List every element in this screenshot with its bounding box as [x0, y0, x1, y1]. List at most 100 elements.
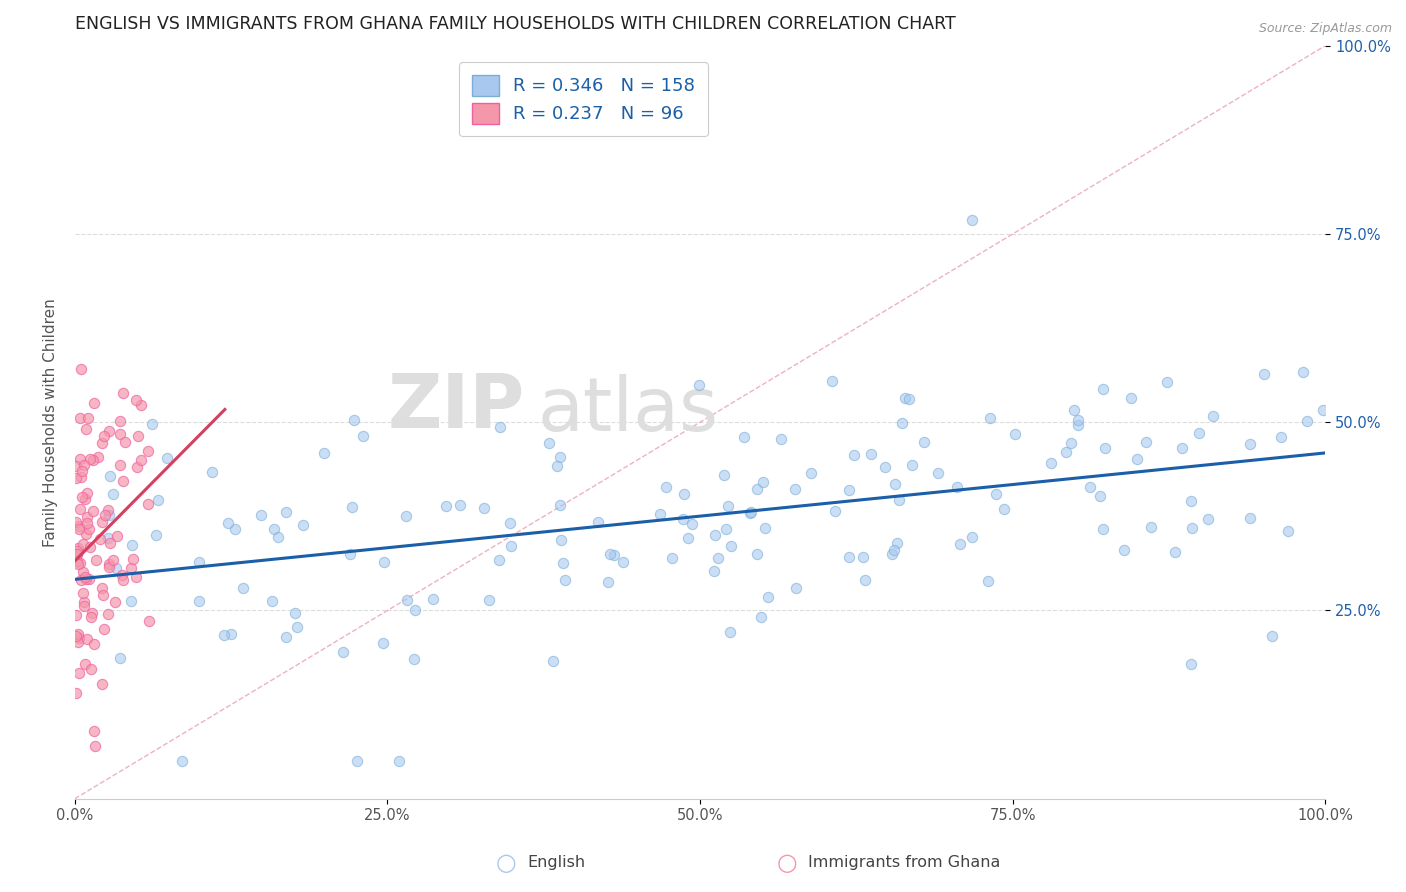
- Point: [67, 518, 90, 533]
- Point: [488, 419, 510, 434]
- Point: [733, 430, 755, 444]
- Point: [824, 504, 846, 518]
- Point: [1202, 409, 1225, 423]
- Point: [882, 547, 904, 561]
- Point: [747, 482, 769, 496]
- Point: [138, 497, 160, 511]
- Point: [129, 399, 152, 413]
- Point: [66, 557, 89, 571]
- Point: [343, 413, 366, 427]
- Point: [371, 636, 394, 650]
- Point: [851, 549, 873, 564]
- Point: [713, 467, 735, 482]
- Point: [979, 411, 1001, 425]
- Point: [599, 547, 621, 561]
- Point: [707, 550, 730, 565]
- Point: [898, 392, 921, 406]
- Point: [740, 506, 762, 520]
- Point: [77, 411, 100, 425]
- Point: [717, 499, 740, 513]
- Point: [596, 575, 619, 590]
- Point: [838, 483, 860, 498]
- Point: [83, 724, 105, 739]
- Point: [1119, 391, 1142, 405]
- Point: [853, 573, 876, 587]
- Point: [91, 677, 114, 691]
- Point: [274, 630, 297, 644]
- Point: [1181, 521, 1204, 535]
- Point: [672, 511, 695, 525]
- Point: [886, 536, 908, 550]
- Point: [1180, 657, 1202, 671]
- Point: [720, 540, 742, 554]
- Point: [72, 536, 94, 550]
- Point: [90, 515, 112, 529]
- Point: [586, 515, 609, 529]
- Point: [1239, 437, 1261, 451]
- Point: [752, 475, 775, 490]
- Point: [960, 530, 983, 544]
- Point: [1163, 545, 1185, 559]
- Point: [1277, 524, 1299, 538]
- Text: Source: ZipAtlas.com: Source: ZipAtlas.com: [1258, 22, 1392, 36]
- Point: [352, 429, 374, 443]
- Point: [120, 561, 142, 575]
- Point: [136, 444, 159, 458]
- Point: [98, 469, 121, 483]
- Point: [75, 572, 97, 586]
- Point: [538, 436, 561, 450]
- Point: [65, 629, 87, 643]
- Point: [91, 588, 114, 602]
- Point: [125, 459, 148, 474]
- Point: [1054, 445, 1077, 459]
- Point: [546, 458, 568, 473]
- Point: [284, 606, 307, 620]
- Point: [67, 627, 90, 641]
- Point: [97, 424, 120, 438]
- Point: [82, 606, 104, 620]
- Point: [332, 645, 354, 659]
- Point: [66, 547, 89, 561]
- Point: [187, 594, 209, 608]
- Point: [842, 448, 865, 462]
- Point: [681, 517, 703, 532]
- Point: [404, 603, 426, 617]
- Point: [749, 609, 772, 624]
- Point: [76, 632, 98, 646]
- Point: [69, 410, 91, 425]
- Point: [883, 542, 905, 557]
- Point: [754, 521, 776, 535]
- Point: [859, 447, 882, 461]
- Point: [1261, 629, 1284, 643]
- Point: [285, 620, 308, 634]
- Point: [1088, 489, 1111, 503]
- Y-axis label: Family Households with Children: Family Households with Children: [44, 298, 58, 547]
- Point: [83, 395, 105, 409]
- Point: [603, 548, 626, 562]
- Point: [75, 657, 97, 672]
- Point: [783, 482, 806, 496]
- Point: [346, 754, 368, 768]
- Text: ○: ○: [778, 851, 797, 874]
- Point: [91, 581, 114, 595]
- Point: [756, 590, 779, 604]
- Point: [73, 458, 96, 473]
- Point: [72, 586, 94, 600]
- Point: [72, 599, 94, 614]
- Text: Immigrants from Ghana: Immigrants from Ghana: [808, 855, 1001, 870]
- Point: [894, 391, 917, 405]
- Point: [718, 625, 741, 640]
- Point: [93, 622, 115, 636]
- Point: [388, 754, 411, 768]
- Point: [672, 487, 695, 501]
- Point: [76, 510, 98, 524]
- Point: [1156, 375, 1178, 389]
- Point: [80, 662, 103, 676]
- Point: [70, 573, 93, 587]
- Point: [83, 739, 105, 753]
- Point: [79, 452, 101, 467]
- Point: [86, 450, 108, 464]
- Point: [1171, 441, 1194, 455]
- Text: ENGLISH VS IMMIGRANTS FROM GHANA FAMILY HOUSEHOLDS WITH CHILDREN CORRELATION CHA: ENGLISH VS IMMIGRANTS FROM GHANA FAMILY …: [75, 15, 956, 33]
- Point: [66, 554, 89, 568]
